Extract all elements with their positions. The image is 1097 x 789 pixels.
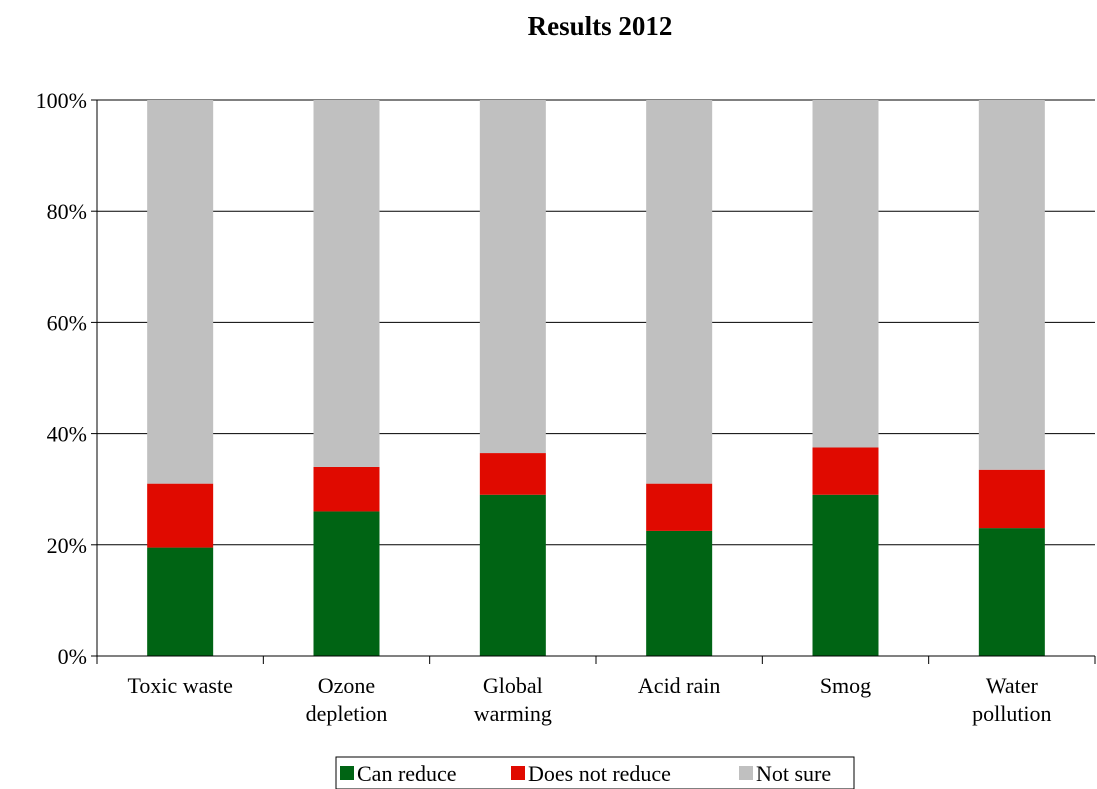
y-axis-tick-labels: 0% 20% 40% 60% 80% 100% (36, 88, 87, 669)
y-tick-label: 60% (47, 310, 87, 335)
y-tick-label: 100% (36, 88, 87, 113)
bar-segment-does-not-reduce (147, 483, 214, 548)
bar-segment-does-not-reduce (812, 447, 879, 495)
axes (91, 99, 1096, 664)
y-tick-label: 0% (58, 644, 87, 669)
bar-segment-can-reduce (646, 530, 713, 656)
bar-segment-not-sure (479, 100, 546, 454)
category-label: Ozone depletion (306, 673, 388, 726)
chart-title: Results 2012 (528, 11, 673, 41)
x-axis-category-labels: Toxic waste Ozone depletion Global warming Ac… (127, 673, 1051, 726)
legend-label: Does not reduce (528, 761, 671, 786)
legend-swatch (511, 766, 525, 780)
gridlines (97, 99, 1095, 546)
legend-box (335, 756, 855, 789)
bar-segment-does-not-reduce (978, 469, 1045, 529)
legend: Can reduce Does not reduce Not sure (335, 756, 855, 789)
bar-segment-does-not-reduce (479, 453, 546, 495)
bars (147, 100, 1045, 656)
legend-swatch (340, 766, 354, 780)
bar-segment-not-sure (646, 100, 713, 484)
bar-segment-can-reduce (313, 511, 380, 656)
category-label: Water pollution (972, 673, 1051, 726)
legend-swatch (739, 766, 753, 780)
category-label: Toxic waste (127, 673, 232, 698)
bar-segment-not-sure (147, 100, 214, 484)
legend-label: Can reduce (357, 761, 457, 786)
y-tick-label: 80% (47, 199, 87, 224)
bar-segment-does-not-reduce (646, 483, 713, 531)
bar-segment-not-sure (313, 100, 380, 467)
bar-segment-not-sure (812, 100, 879, 448)
bar-segment-can-reduce (147, 547, 214, 656)
category-label: Global warming (474, 673, 552, 726)
y-tick-label: 40% (47, 422, 87, 447)
y-tick-label: 20% (47, 533, 87, 558)
bar-segment-does-not-reduce (313, 466, 380, 512)
bar-segment-can-reduce (479, 494, 546, 656)
category-label: Smog (820, 673, 871, 698)
bar-segment-can-reduce (978, 528, 1045, 656)
category-label: Acid rain (638, 673, 720, 698)
legend-label: Not sure (756, 761, 831, 786)
bar-segment-can-reduce (812, 494, 879, 656)
bar-segment-not-sure (978, 100, 1045, 470)
